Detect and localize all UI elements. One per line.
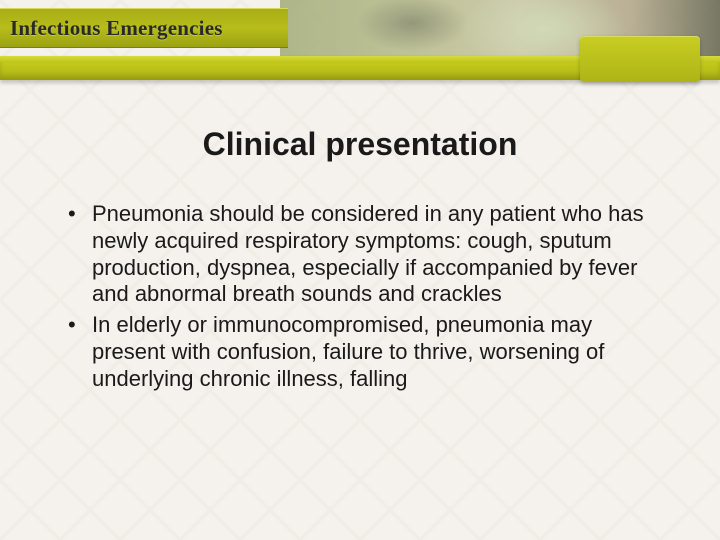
slide-title: Clinical presentation bbox=[56, 126, 664, 163]
bullet-list: Pneumonia should be considered in any pa… bbox=[56, 201, 664, 393]
slide-content: Clinical presentation Pneumonia should b… bbox=[0, 86, 720, 393]
list-item: Pneumonia should be considered in any pa… bbox=[64, 201, 664, 308]
course-title-bar: Infectious Emergencies bbox=[0, 8, 288, 48]
accent-stripe bbox=[0, 56, 720, 86]
list-item: In elderly or immunocompromised, pneumon… bbox=[64, 312, 664, 392]
accent-box bbox=[580, 36, 700, 82]
course-title: Infectious Emergencies bbox=[10, 16, 223, 41]
header-band: Infectious Emergencies bbox=[0, 0, 720, 86]
